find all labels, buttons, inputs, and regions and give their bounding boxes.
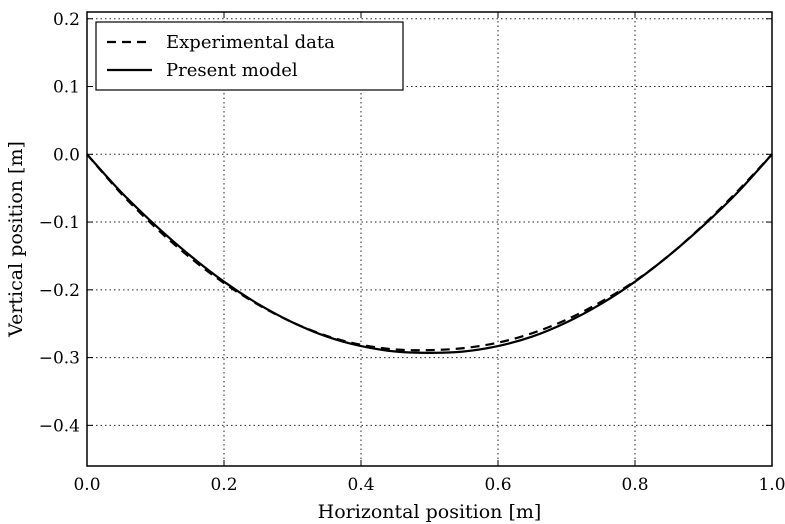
y-tick-label: −0.2 xyxy=(39,281,80,301)
series-group xyxy=(86,153,773,354)
y-tick-label: 0.0 xyxy=(53,145,80,165)
x-axis-label: Horizontal position [m] xyxy=(318,501,542,523)
legend-label-present-model: Present model xyxy=(166,60,298,81)
y-tick-label: 0.2 xyxy=(53,10,80,30)
x-tick-label: 0.0 xyxy=(73,475,100,495)
legend: Experimental data Present model xyxy=(95,21,404,91)
x-tick-label: 0.8 xyxy=(621,475,648,495)
y-tick-label: −0.4 xyxy=(39,416,80,436)
plot-area-frame xyxy=(86,11,773,467)
x-tick-label: 0.4 xyxy=(347,475,374,495)
legend-box xyxy=(95,21,404,91)
y-tick-label: −0.3 xyxy=(39,349,80,369)
legend-label-experimental: Experimental data xyxy=(166,32,335,53)
x-tick-label: 0.6 xyxy=(484,475,511,495)
y-axis-label: Vertical position [m] xyxy=(5,141,27,338)
x-tick-label: 1.0 xyxy=(758,475,785,495)
axis-ticks: 0.0 0.2 0.4 0.6 0.8 1.0 0.2 0.1 0.0 −0.1 −0.2 −0.3 −… xyxy=(39,10,785,495)
series-line-experimental-data xyxy=(86,153,773,352)
x-tick-label: 0.2 xyxy=(210,475,237,495)
y-tick-label: −0.1 xyxy=(39,213,80,233)
y-tick-label: 0.1 xyxy=(53,78,80,98)
series-line-present-model xyxy=(86,153,773,354)
